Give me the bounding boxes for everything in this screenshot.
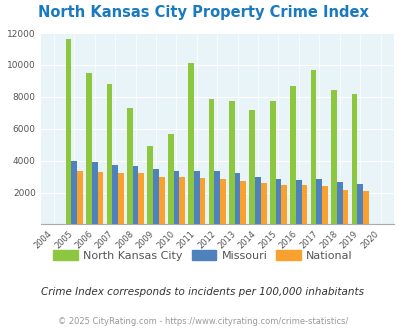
Text: © 2025 CityRating.com - https://www.cityrating.com/crime-statistics/: © 2025 CityRating.com - https://www.city… [58,317,347,326]
Bar [158,177,164,224]
Bar [86,73,92,224]
Bar [228,101,234,224]
Bar [260,183,266,224]
Bar [240,182,245,224]
Bar [188,63,194,224]
Bar [153,169,158,224]
Bar [234,173,240,224]
Bar [66,39,71,224]
Bar [290,86,295,224]
Bar [179,177,185,224]
Legend: North Kansas City, Missouri, National: North Kansas City, Missouri, National [50,247,355,264]
Bar [167,134,173,224]
Bar [362,191,368,224]
Bar [301,184,307,224]
Bar [220,179,225,224]
Bar [255,177,260,224]
Bar [269,101,275,224]
Bar [281,184,286,224]
Bar [310,71,315,224]
Bar [112,165,118,224]
Bar [173,171,179,224]
Bar [97,172,103,224]
Bar [315,179,321,224]
Bar [127,108,132,224]
Bar [77,171,83,224]
Bar [321,186,327,224]
Bar [351,94,356,224]
Bar [71,161,77,224]
Bar [147,146,153,224]
Bar [138,173,144,224]
Bar [106,84,112,224]
Text: North Kansas City Property Crime Index: North Kansas City Property Crime Index [38,5,367,20]
Text: Crime Index corresponds to incidents per 100,000 inhabitants: Crime Index corresponds to incidents per… [41,287,364,297]
Bar [132,166,138,224]
Bar [194,171,199,224]
Bar [342,190,347,224]
Bar [92,162,97,224]
Bar [295,180,301,224]
Bar [249,110,255,224]
Bar [118,173,124,224]
Bar [214,171,220,224]
Bar [330,90,336,224]
Bar [356,184,362,224]
Bar [336,182,342,224]
Bar [208,99,214,224]
Bar [199,178,205,224]
Bar [275,179,281,224]
